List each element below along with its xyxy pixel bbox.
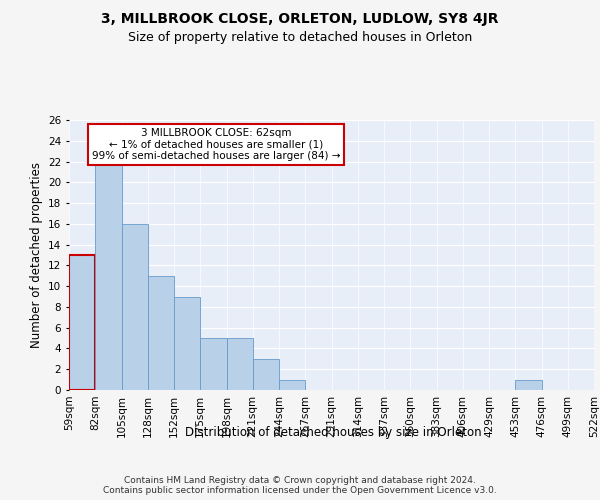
Text: Contains HM Land Registry data © Crown copyright and database right 2024.
Contai: Contains HM Land Registry data © Crown c… — [103, 476, 497, 495]
Text: Size of property relative to detached houses in Orleton: Size of property relative to detached ho… — [128, 31, 472, 44]
Text: 3, MILLBROOK CLOSE, ORLETON, LUDLOW, SY8 4JR: 3, MILLBROOK CLOSE, ORLETON, LUDLOW, SY8… — [101, 12, 499, 26]
Bar — [515, 380, 542, 390]
Text: 3 MILLBROOK CLOSE: 62sqm
← 1% of detached houses are smaller (1)
99% of semi-det: 3 MILLBROOK CLOSE: 62sqm ← 1% of detache… — [92, 128, 340, 162]
Bar — [253, 359, 279, 390]
Text: Distribution of detached houses by size in Orleton: Distribution of detached houses by size … — [185, 426, 481, 439]
Bar — [69, 255, 95, 390]
Y-axis label: Number of detached properties: Number of detached properties — [29, 162, 43, 348]
Bar — [148, 276, 174, 390]
Bar — [200, 338, 227, 390]
Bar — [174, 296, 200, 390]
Bar — [95, 162, 121, 390]
Bar — [121, 224, 148, 390]
Bar — [279, 380, 305, 390]
Bar — [227, 338, 253, 390]
